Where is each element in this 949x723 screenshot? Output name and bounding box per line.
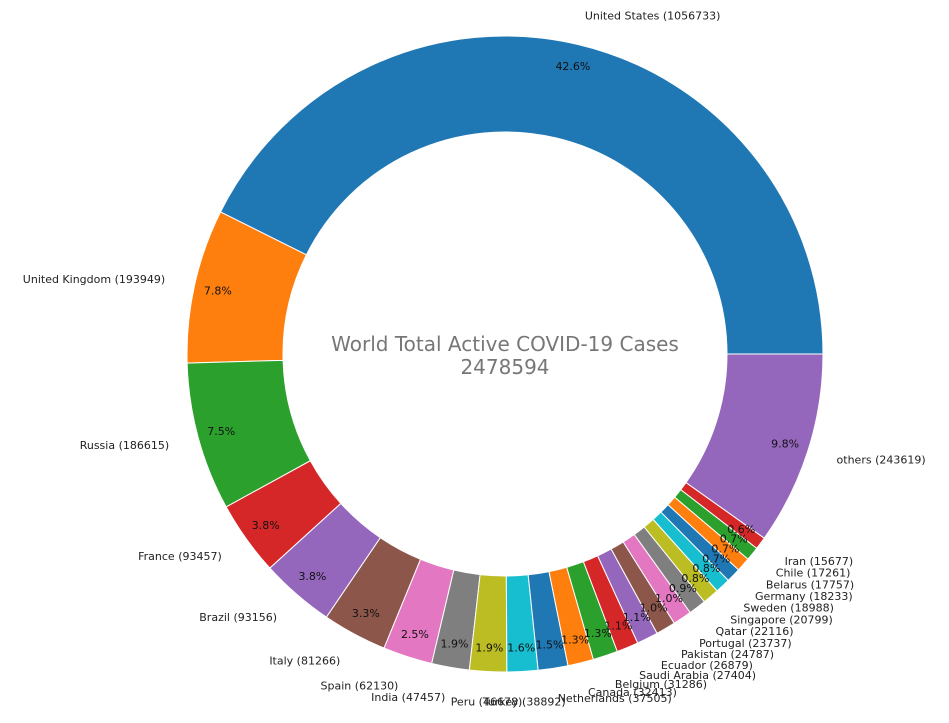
pct-label-chile: 0.7% <box>720 533 748 546</box>
pct-label-spain: 2.5% <box>401 628 429 641</box>
outer-label-sweden: Sweden (18988) <box>743 602 834 615</box>
pct-label-netherlands: 1.5% <box>536 639 564 652</box>
outer-label-united-states: United States (1056733) <box>585 9 721 22</box>
pct-label-brazil: 3.8% <box>298 570 326 583</box>
pct-label-saudi-arabia: 1.1% <box>604 619 632 632</box>
outer-label-belgium: Belgium (31286) <box>615 678 707 691</box>
pct-label-belgium: 1.3% <box>584 627 612 640</box>
outer-label-canada: Canada (32413) <box>588 686 677 699</box>
outer-label-portugal: Portugal (23737) <box>699 637 792 650</box>
outer-label-france: France (93457) <box>138 550 222 563</box>
outer-label-others: others (243619) <box>837 454 926 467</box>
pct-label-turkey: 1.6% <box>507 642 535 655</box>
outer-label-netherlands: Netherlands (37505) <box>558 692 672 705</box>
outer-label-india: India (47457) <box>371 691 445 704</box>
pct-label-portugal: 1.0% <box>655 592 683 605</box>
pct-label-france: 3.8% <box>252 519 280 532</box>
center-title: World Total Active COVID-19 Cases <box>331 332 679 356</box>
outer-label-italy: Italy (81266) <box>269 655 340 668</box>
outer-label-iran: Iran (15677) <box>785 555 854 568</box>
center-total: 2478594 <box>460 355 549 379</box>
outer-label-turkey: Turkey (38892) <box>482 695 566 708</box>
outer-label-singapore: Singapore (20799) <box>730 613 833 626</box>
pct-label-singapore: 0.8% <box>681 572 709 585</box>
outer-label-qatar: Qatar (22116) <box>716 625 794 638</box>
pct-label-canada: 1.3% <box>561 634 589 647</box>
outer-label-russia: Russia (186615) <box>80 439 169 452</box>
outer-label-peru: Peru (46678) <box>451 696 523 709</box>
pct-label-sweden: 0.8% <box>692 562 720 575</box>
percent-label-group: 42.6% 7.8% 7.5% 3.8% 3.8% 3.3% 2.5% 1.9% 1.9% 1.6… <box>204 60 799 655</box>
pct-label-iran: 0.6% <box>727 523 755 536</box>
outer-label-saudi-arabia: Saudi Arabia (27404) <box>639 669 756 682</box>
pct-label-germany: 0.7% <box>702 552 730 565</box>
outer-label-germany: Germany (18233) <box>755 590 853 603</box>
pct-label-india: 1.9% <box>441 638 469 651</box>
outer-label-brazil: Brazil (93156) <box>199 611 277 624</box>
pct-label-peru: 1.9% <box>475 642 503 655</box>
pct-label-others: 9.8% <box>771 437 799 450</box>
pct-label-qatar: 0.9% <box>669 582 697 595</box>
outer-label-ecuador: Ecuador (26879) <box>661 659 753 672</box>
pct-label-russia: 7.5% <box>207 425 235 438</box>
outer-label-group: United States (1056733) United Kingdom (1… <box>23 9 926 708</box>
pct-label-united-states: 42.6% <box>555 60 590 73</box>
outer-label-chile: Chile (17261) <box>776 567 851 580</box>
pct-label-italy: 3.3% <box>352 607 380 620</box>
slice-others <box>685 353 824 539</box>
pct-label-belarus: 0.7% <box>711 543 739 556</box>
outer-label-belarus: Belarus (17757) <box>766 578 854 591</box>
pct-label-pakistan: 1.0% <box>640 602 668 615</box>
pct-label-ecuador: 1.1% <box>623 611 651 624</box>
slice-group <box>186 35 824 673</box>
pct-label-united-kingdom: 7.8% <box>204 285 232 298</box>
outer-label-spain: Spain (62130) <box>321 679 399 692</box>
slice-united-states <box>219 35 824 355</box>
outer-label-united-kingdom: United Kingdom (193949) <box>23 273 165 286</box>
outer-label-pakistan: Pakistan (24787) <box>681 648 774 661</box>
